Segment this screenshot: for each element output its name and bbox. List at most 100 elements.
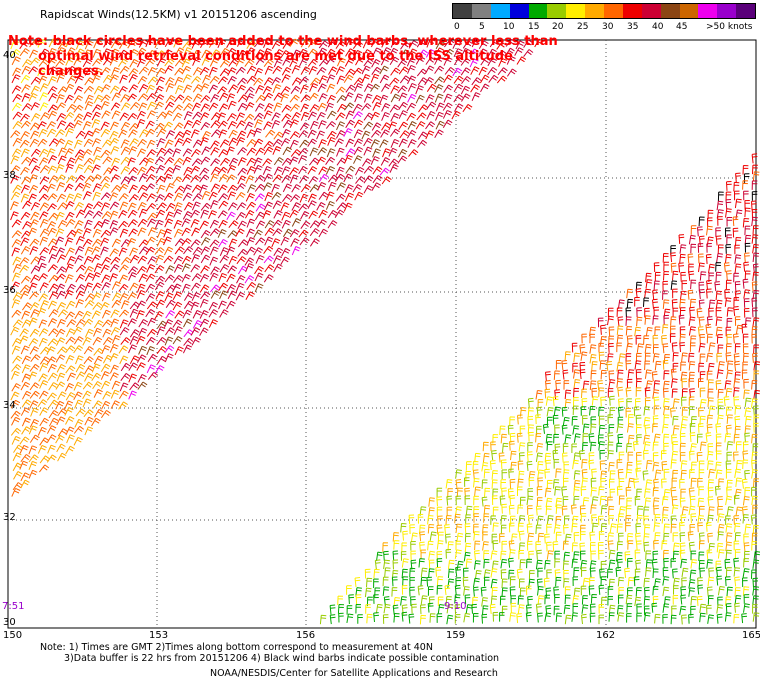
wind-barb bbox=[227, 265, 238, 274]
wind-barb bbox=[146, 346, 155, 356]
note-line-2: optimal wind retrieval conditions are me… bbox=[38, 49, 513, 79]
wind-barb bbox=[453, 75, 464, 84]
wind-barb bbox=[553, 433, 559, 444]
wind-barb bbox=[751, 459, 757, 470]
wind-barb bbox=[699, 612, 706, 623]
wind-barb bbox=[573, 532, 580, 542]
wind-barb bbox=[744, 523, 752, 534]
wind-barb bbox=[343, 202, 353, 212]
wind-barb bbox=[137, 201, 147, 211]
wind-barb bbox=[55, 236, 65, 246]
wind-barb bbox=[510, 533, 518, 543]
wind-barb bbox=[732, 333, 739, 344]
wind-barb bbox=[573, 387, 580, 398]
wind-barb bbox=[137, 381, 148, 390]
wind-barb bbox=[352, 67, 363, 76]
wind-barb bbox=[146, 93, 157, 101]
wind-barb bbox=[689, 298, 697, 309]
wind-barb bbox=[355, 604, 362, 614]
wind-barb bbox=[200, 237, 211, 246]
wind-barb bbox=[91, 74, 101, 84]
wind-barb bbox=[707, 397, 714, 407]
wind-barb bbox=[227, 75, 237, 85]
wind-barb bbox=[21, 84, 31, 93]
wind-barb bbox=[618, 398, 624, 409]
wind-barb bbox=[599, 449, 606, 460]
wind-barb bbox=[716, 450, 722, 461]
wind-barb bbox=[127, 237, 137, 247]
wind-barb bbox=[465, 471, 471, 481]
wind-barb bbox=[635, 532, 641, 543]
wind-barb bbox=[217, 112, 227, 122]
wind-barb bbox=[572, 362, 578, 373]
wind-barb bbox=[181, 173, 192, 183]
wind-barb bbox=[191, 158, 202, 167]
wind-barb bbox=[411, 603, 417, 614]
wind-barb bbox=[608, 505, 615, 516]
wind-barb bbox=[363, 165, 374, 174]
wind-barb bbox=[465, 461, 472, 471]
wind-barb bbox=[643, 533, 650, 543]
wind-barb bbox=[183, 84, 193, 94]
wind-barb bbox=[392, 532, 399, 542]
wind-barb bbox=[735, 506, 743, 516]
wind-barb bbox=[93, 146, 102, 156]
wind-barb bbox=[28, 227, 38, 237]
wind-barb bbox=[626, 423, 634, 433]
wind-barb bbox=[83, 85, 94, 94]
wind-barb bbox=[57, 41, 68, 50]
wind-barb bbox=[393, 597, 401, 607]
wind-barb bbox=[281, 74, 291, 83]
wind-barb bbox=[492, 540, 499, 550]
wind-barb bbox=[752, 586, 760, 596]
wind-barb bbox=[181, 227, 191, 237]
wind-barb bbox=[110, 102, 121, 111]
wind-barb bbox=[165, 83, 175, 92]
wind-barb bbox=[744, 225, 751, 236]
wind-barb bbox=[715, 469, 723, 479]
wind-barb bbox=[662, 586, 670, 597]
wind-barb bbox=[273, 247, 284, 256]
wind-barb bbox=[120, 146, 131, 156]
wind-barb bbox=[734, 343, 741, 353]
wind-barb bbox=[120, 176, 131, 185]
wind-barb bbox=[145, 308, 156, 318]
wind-barb bbox=[127, 318, 137, 327]
wind-barb bbox=[725, 208, 732, 218]
wind-barb bbox=[20, 407, 31, 416]
wind-barb bbox=[145, 293, 156, 302]
wind-barb bbox=[562, 369, 569, 380]
wind-barb bbox=[481, 479, 488, 489]
wind-barb bbox=[11, 309, 22, 318]
wind-barb bbox=[490, 515, 497, 525]
wind-barb bbox=[101, 211, 112, 220]
wind-barb bbox=[66, 47, 76, 56]
wind-barb bbox=[462, 40, 473, 49]
wind-barb bbox=[743, 298, 750, 308]
wind-barb bbox=[679, 333, 686, 344]
wind-barb bbox=[244, 113, 255, 122]
wind-barb bbox=[416, 112, 427, 121]
wind-barb bbox=[246, 47, 256, 56]
wind-barb bbox=[698, 469, 705, 479]
wind-barb bbox=[510, 515, 516, 526]
wind-barb bbox=[671, 504, 679, 514]
wind-barb bbox=[680, 361, 687, 372]
wind-barb bbox=[164, 353, 174, 363]
wind-barb bbox=[725, 279, 732, 290]
wind-barb bbox=[11, 370, 20, 380]
wind-barb bbox=[572, 425, 580, 435]
wind-barb bbox=[752, 317, 760, 327]
wind-barb bbox=[298, 165, 308, 175]
wind-barb bbox=[298, 148, 309, 156]
wind-barb bbox=[473, 478, 480, 488]
wind-barb bbox=[172, 104, 183, 113]
wind-barb bbox=[752, 271, 759, 281]
wind-barb bbox=[336, 147, 345, 157]
wind-barb bbox=[236, 256, 247, 265]
wind-barb bbox=[65, 211, 75, 221]
wind-barb bbox=[591, 387, 598, 398]
wind-barb bbox=[717, 191, 724, 202]
wind-barb bbox=[138, 208, 148, 218]
